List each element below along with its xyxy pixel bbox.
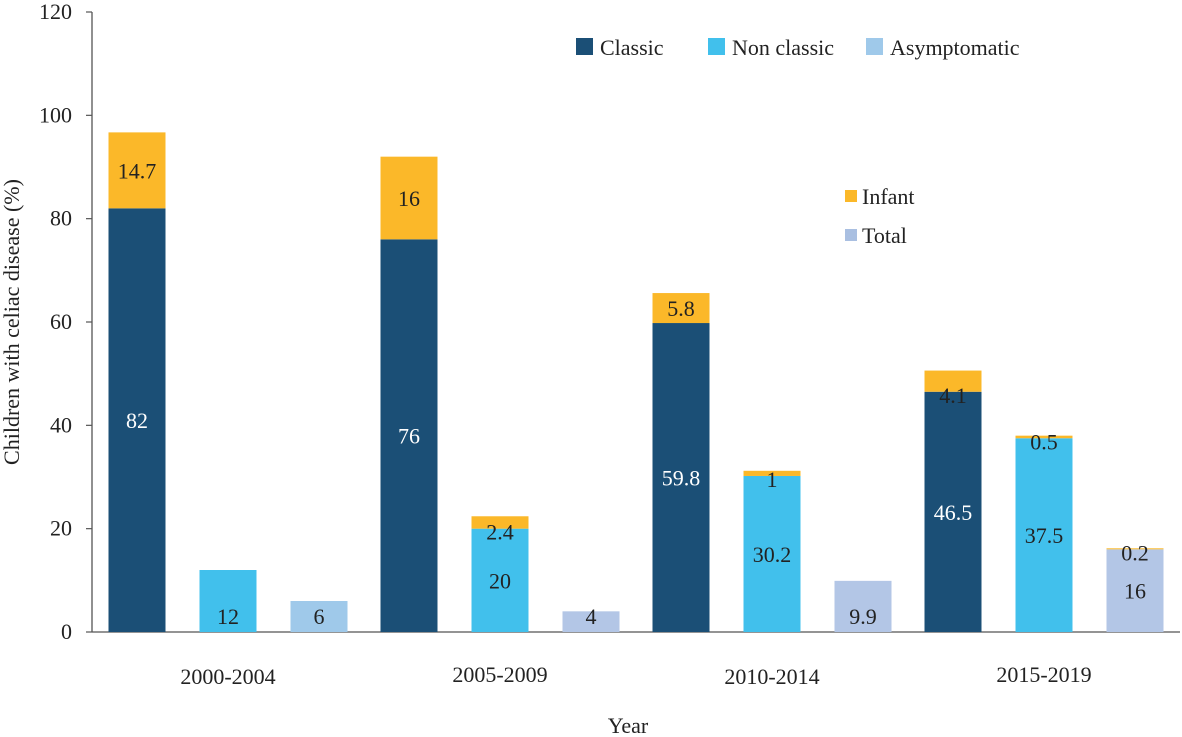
data-label-2015-2019-non-classic-total: 37.5 — [1025, 523, 1064, 548]
bar-2005-2009-classic-infant — [380, 156, 438, 240]
data-label-2010-2014-classic-infant: 5.8 — [667, 296, 695, 321]
legend-groups: Classic Non classic Asymptomatic — [576, 35, 1020, 60]
legend-label-classic: Classic — [600, 35, 664, 60]
bar-2000-2004-classic-infant — [108, 132, 166, 209]
y-tick-label-80: 80 — [50, 206, 72, 231]
y-tick-label-60: 60 — [50, 309, 72, 334]
data-label-2005-2009-classic-infant: 16 — [398, 186, 420, 211]
bar-2000-2004-asymptomatic-total — [290, 601, 348, 632]
bar-2000-2004-classic-total — [108, 208, 166, 633]
y-tick-label-40: 40 — [50, 412, 72, 437]
x-tick-label-2000-2004: 2000-2004 — [180, 664, 275, 689]
y-tick-label-20: 20 — [50, 516, 72, 541]
legend-swatch-non-classic — [708, 38, 725, 55]
x-tick-label-2015-2019: 2015-2019 — [996, 662, 1091, 687]
y-axis-title: Children with celiac disease (%) — [0, 179, 24, 465]
x-tick-label-2010-2014: 2010-2014 — [724, 664, 819, 689]
data-label-2000-2004-asymptomatic-total: 6 — [314, 604, 325, 629]
x-axis-title: Year — [608, 713, 649, 737]
bars: 82 14.7 12 6 76 16 20 2.4 4 59.8 5.8 30.2 1 9.9 46.5 4.… — [108, 132, 1164, 633]
legend-swatch-infant — [845, 190, 857, 202]
data-label-2005-2009-asymptomatic-total: 4 — [586, 604, 597, 629]
legend-swatch-total — [845, 229, 857, 241]
legend-label-total: Total — [862, 223, 907, 248]
data-label-2015-2019-classic-infant: 4.1 — [939, 383, 967, 408]
y-ticks: 0 20 40 60 80 100 120 — [39, 0, 92, 644]
y-tick-label-100: 100 — [39, 102, 72, 127]
data-label-2015-2019-asymptomatic-total: 16 — [1124, 579, 1146, 604]
data-label-2005-2009-classic-total: 76 — [398, 424, 420, 449]
y-tick-label-120: 120 — [39, 0, 72, 24]
data-label-2000-2004-classic-infant: 14.7 — [118, 158, 157, 183]
legend-label-infant: Infant — [862, 184, 915, 209]
bar-2010-2014-non-classic-total — [743, 475, 801, 632]
bar-2005-2009-asymptomatic-total — [562, 611, 620, 632]
data-label-2005-2009-non-classic-infant: 2.4 — [486, 520, 514, 545]
data-label-2010-2014-non-classic-infant: 1 — [767, 467, 778, 492]
data-label-2015-2019-non-classic-infant: 0.5 — [1030, 429, 1058, 454]
bar-2005-2009-classic-total — [380, 239, 438, 633]
bar-2015-2019-classic-infant — [924, 370, 982, 392]
legend-segments: Infant Total — [845, 184, 915, 248]
y-tick-label-0: 0 — [61, 619, 72, 644]
bar-2015-2019-asymptomatic-total — [1106, 549, 1164, 632]
bar-2010-2014-classic-infant — [652, 293, 710, 324]
data-label-2010-2014-classic-total: 59.8 — [662, 466, 701, 491]
legend-label-asymptomatic: Asymptomatic — [890, 35, 1020, 60]
data-label-2010-2014-asymptomatic-total: 9.9 — [849, 604, 877, 629]
legend-swatch-classic — [576, 38, 593, 55]
data-label-2015-2019-asymptomatic-infant: 0.2 — [1121, 540, 1149, 565]
bar-2010-2014-asymptomatic-total — [834, 580, 892, 632]
bar-2015-2019-classic-total — [924, 391, 982, 632]
bar-2010-2014-classic-total — [652, 323, 710, 632]
bar-2015-2019-non-classic-total — [1015, 438, 1073, 632]
x-tick-label-2005-2009: 2005-2009 — [452, 662, 547, 687]
data-label-2000-2004-non-classic-total: 12 — [217, 604, 239, 629]
bar-2015-2019-non-classic-infant — [1015, 435, 1073, 439]
bar-2000-2004-non-classic-total — [199, 570, 257, 632]
bar-2010-2014-non-classic-infant — [743, 470, 801, 476]
legend-label-non-classic: Non classic — [732, 35, 834, 60]
data-label-2015-2019-classic-total: 46.5 — [934, 500, 973, 525]
bar-2015-2019-asymptomatic-infant — [1106, 548, 1164, 550]
data-label-2010-2014-non-classic-total: 30.2 — [753, 542, 792, 567]
x-tick-labels: 2000-2004 2005-2009 2010-2014 2015-2019 — [180, 662, 1091, 689]
legend-swatch-asymptomatic — [866, 38, 883, 55]
bar-2005-2009-non-classic-infant — [471, 516, 529, 529]
data-label-2005-2009-non-classic-total: 20 — [489, 568, 511, 593]
data-label-2000-2004-classic-total: 82 — [126, 408, 148, 433]
bar-2005-2009-non-classic-total — [471, 528, 529, 632]
